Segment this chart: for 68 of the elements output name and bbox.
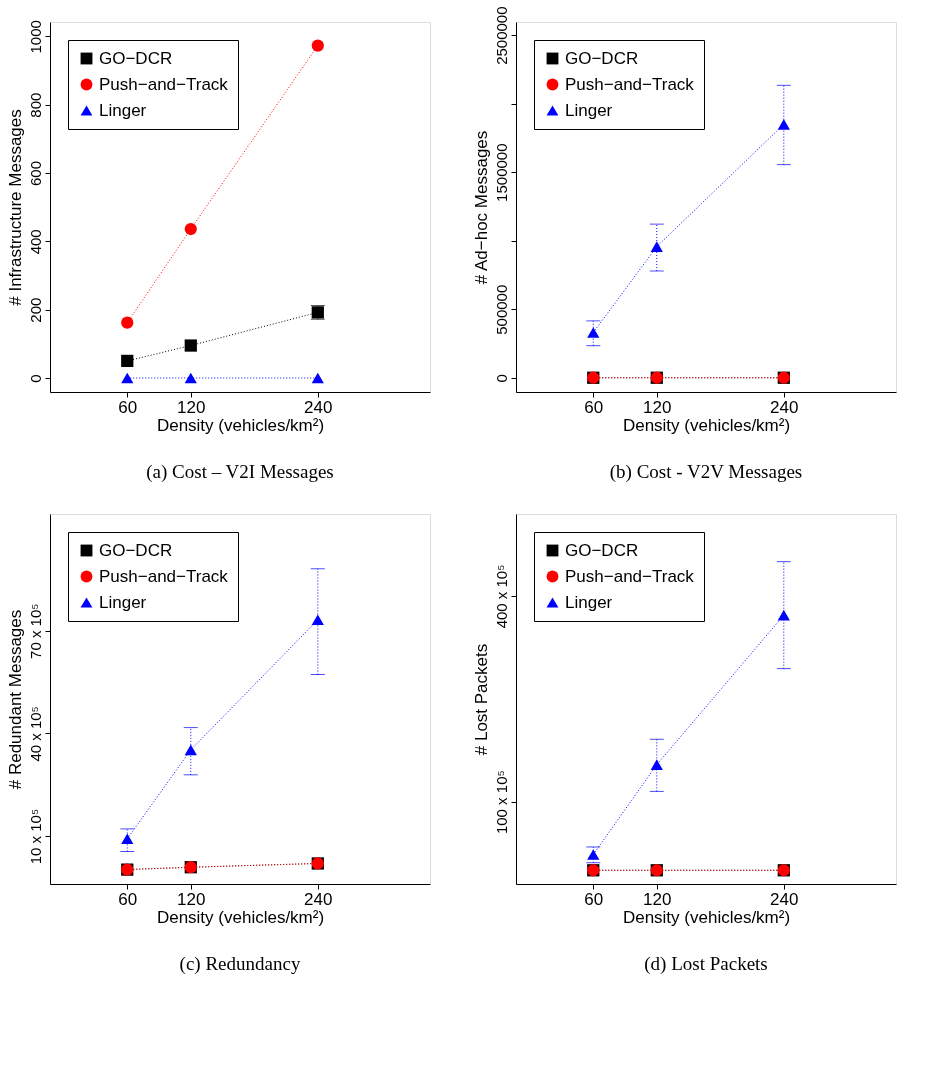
x-tick-label: 60	[584, 397, 604, 417]
y-tick-label: 0	[492, 374, 510, 383]
y-axis-title: # Redundant Messages	[5, 609, 25, 790]
y-tick-label: 40 x 10⁵	[26, 706, 44, 762]
text: (c) Redundancy	[179, 953, 301, 975]
x-axis-title: Density (vehicles/km²)	[156, 415, 325, 435]
y-tick-label: 1000	[26, 20, 44, 54]
point	[121, 316, 134, 329]
legend-label: Push−and−Track	[565, 74, 695, 94]
x-axis-title: Density (vehicles/km²)	[156, 907, 325, 927]
y-tick-label: 2500000	[492, 6, 510, 65]
point	[650, 241, 663, 252]
y-tick-label: 100 x 10⁵	[492, 770, 510, 835]
x-axis-title: Density (vehicles/km²)	[622, 415, 791, 435]
x-tick-label: 120	[643, 397, 672, 417]
point	[184, 339, 197, 352]
y-tick-label: 400	[26, 229, 44, 255]
legend-label: GO−DCR	[99, 540, 173, 560]
text: (d) Lost Packets	[644, 953, 768, 975]
x-tick-label: 120	[177, 397, 206, 417]
point	[184, 372, 197, 384]
point	[777, 609, 790, 621]
point	[311, 39, 324, 52]
point	[184, 222, 197, 236]
point	[587, 849, 600, 860]
y-tick-label: 200	[26, 297, 44, 323]
x-tick-label: 120	[177, 889, 206, 909]
point	[587, 327, 600, 338]
y-axis-title: # Lost Packets	[471, 643, 491, 756]
y-tick-label: 600	[26, 160, 44, 187]
legend-label: Linger	[565, 592, 613, 612]
x-tick-label: 60	[584, 889, 604, 909]
x-axis-title: Density (vehicles/km²)	[622, 907, 791, 927]
y-tick-label: 800	[26, 92, 44, 118]
point	[311, 372, 324, 384]
y-axis-title: # Ad−hoc Messages	[471, 130, 491, 285]
point	[121, 833, 134, 845]
y-tick-label: 500000	[492, 284, 510, 335]
x-tick-label: 240	[304, 889, 333, 909]
point	[121, 354, 134, 368]
point	[650, 759, 663, 770]
legend-label: GO−DCR	[565, 48, 639, 68]
point	[311, 614, 324, 626]
y-tick-label: 10 x 10⁵	[26, 808, 44, 865]
point	[184, 744, 197, 756]
y-tick-label: 70 x 10⁵	[26, 603, 44, 659]
legend-label: Push−and−Track	[99, 566, 229, 586]
x-tick-label: 240	[304, 397, 333, 417]
x-tick-label: 60	[118, 397, 138, 417]
y-axis-title: # Infrastructure Messages	[5, 109, 25, 306]
y-tick-label: 400 x 10⁵	[492, 564, 510, 629]
x-tick-label: 120	[643, 889, 672, 909]
legend-label: Linger	[99, 100, 147, 120]
x-tick-label: 60	[118, 889, 138, 909]
text: (a) Cost – V2I Messages	[146, 461, 334, 483]
point	[121, 372, 134, 384]
legend-label: Linger	[565, 100, 613, 120]
legend-label: Linger	[99, 592, 147, 612]
legend-label: GO−DCR	[99, 48, 173, 68]
x-tick-label: 240	[770, 889, 799, 909]
y-tick-label: 1500000	[492, 143, 510, 202]
legend-label: Push−and−Track	[565, 566, 695, 586]
x-tick-label: 240	[770, 397, 799, 417]
legend-label: Push−and−Track	[99, 74, 229, 94]
point	[777, 119, 790, 130]
text: (b) Cost - V2V Messages	[609, 461, 803, 483]
legend-label: GO−DCR	[565, 540, 639, 560]
y-tick-label: 0	[26, 374, 44, 383]
